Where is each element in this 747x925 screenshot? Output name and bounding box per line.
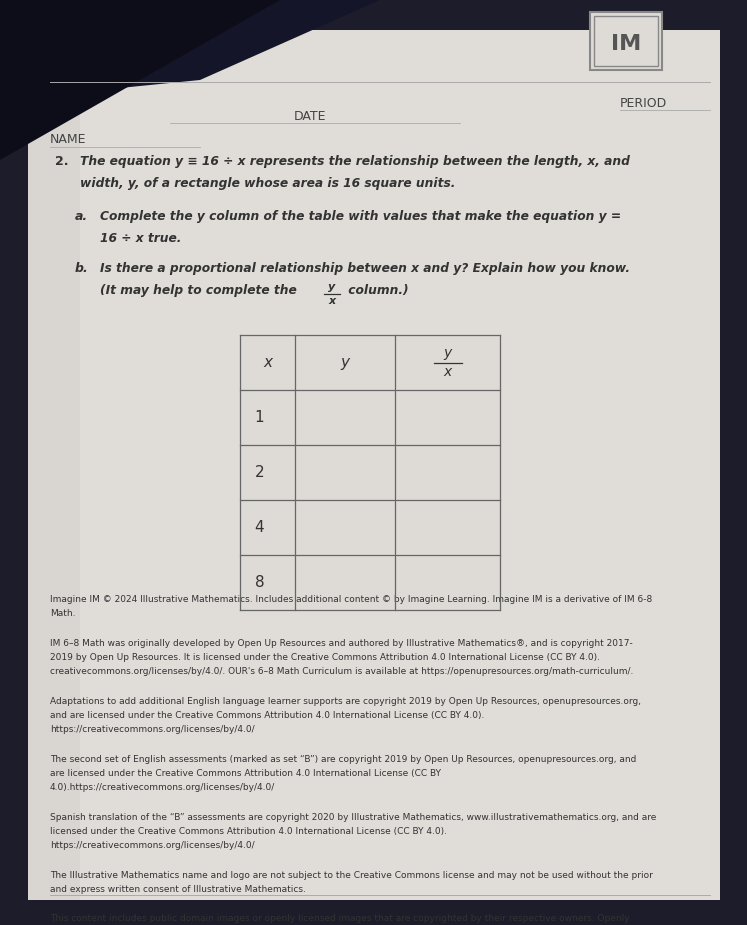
Text: x: x (444, 365, 452, 379)
Polygon shape (0, 0, 280, 160)
Text: licensed under the Creative Commons Attribution 4.0 International License (CC BY: licensed under the Creative Commons Attr… (50, 827, 447, 836)
Polygon shape (0, 0, 380, 100)
Text: DATE: DATE (294, 110, 326, 123)
Text: https://creativecommons.org/licenses/by/4.0/: https://creativecommons.org/licenses/by/… (50, 725, 255, 734)
Text: creativecommons.org/licenses/by/4.0/. OUR's 6–8 Math Curriculum is available at : creativecommons.org/licenses/by/4.0/. OU… (50, 668, 633, 676)
FancyBboxPatch shape (590, 12, 662, 70)
Text: 2019 by Open Up Resources. It is licensed under the Creative Commons Attribution: 2019 by Open Up Resources. It is license… (50, 653, 600, 662)
Text: This content includes public domain images or openly licensed images that are co: This content includes public domain imag… (50, 914, 630, 923)
Text: IM: IM (611, 34, 641, 54)
Text: x: x (263, 355, 272, 370)
Text: 16 ÷ x true.: 16 ÷ x true. (100, 232, 182, 245)
Text: Is there a proportional relationship between x and y? Explain how you know.: Is there a proportional relationship bet… (100, 262, 630, 275)
Text: The Illustrative Mathematics name and logo are not subject to the Creative Commo: The Illustrative Mathematics name and lo… (50, 870, 653, 880)
Text: width, y, of a rectangle whose area is 16 square units.: width, y, of a rectangle whose area is 1… (80, 177, 456, 190)
Text: Spanish translation of the “B” assessments are copyright 2020 by Illustrative Ma: Spanish translation of the “B” assessmen… (50, 812, 657, 821)
Text: IM 6–8 Math was originally developed by Open Up Resources and authored by Illust: IM 6–8 Math was originally developed by … (50, 638, 633, 648)
Text: x: x (329, 296, 335, 306)
Text: y: y (329, 282, 335, 292)
Text: 4.0).https://creativecommons.org/licenses/by/4.0/: 4.0).https://creativecommons.org/license… (50, 783, 275, 793)
Text: The equation y ≡ 16 ÷ x represents the relationship between the length, x, and: The equation y ≡ 16 ÷ x represents the r… (80, 155, 630, 168)
Polygon shape (28, 30, 720, 900)
Text: 2: 2 (255, 465, 264, 480)
Polygon shape (28, 30, 80, 900)
Text: Adaptations to add additional English language learner supports are copyright 20: Adaptations to add additional English la… (50, 697, 641, 706)
Text: a.: a. (75, 210, 88, 223)
Text: https://creativecommons.org/licenses/by/4.0/: https://creativecommons.org/licenses/by/… (50, 842, 255, 850)
Text: Complete the y column of the table with values that make the equation y =: Complete the y column of the table with … (100, 210, 621, 223)
Text: (It may help to complete the: (It may help to complete the (100, 284, 301, 297)
FancyBboxPatch shape (240, 335, 500, 610)
Text: 2.: 2. (55, 155, 69, 168)
Text: 8: 8 (255, 575, 264, 590)
Text: y: y (341, 355, 350, 370)
Text: The second set of English assessments (marked as set “B”) are copyright 2019 by : The second set of English assessments (m… (50, 755, 636, 763)
Text: and express written consent of Illustrative Mathematics.: and express written consent of Illustrat… (50, 885, 306, 894)
Text: column.): column.) (344, 284, 409, 297)
Text: and are licensed under the Creative Commons Attribution 4.0 International Licens: and are licensed under the Creative Comm… (50, 711, 484, 720)
Text: 1: 1 (255, 410, 264, 425)
Text: Imagine IM © 2024 Illustrative Mathematics. Includes additional content © by Ima: Imagine IM © 2024 Illustrative Mathemati… (50, 595, 652, 604)
Text: NAME: NAME (50, 133, 87, 146)
Text: Math.: Math. (50, 610, 75, 619)
Text: 4: 4 (255, 520, 264, 535)
Text: y: y (444, 347, 452, 361)
Text: b.: b. (75, 262, 89, 275)
Text: are licensed under the Creative Commons Attribution 4.0 International License (C: are licensed under the Creative Commons … (50, 769, 441, 778)
Text: PERIOD: PERIOD (620, 97, 667, 110)
